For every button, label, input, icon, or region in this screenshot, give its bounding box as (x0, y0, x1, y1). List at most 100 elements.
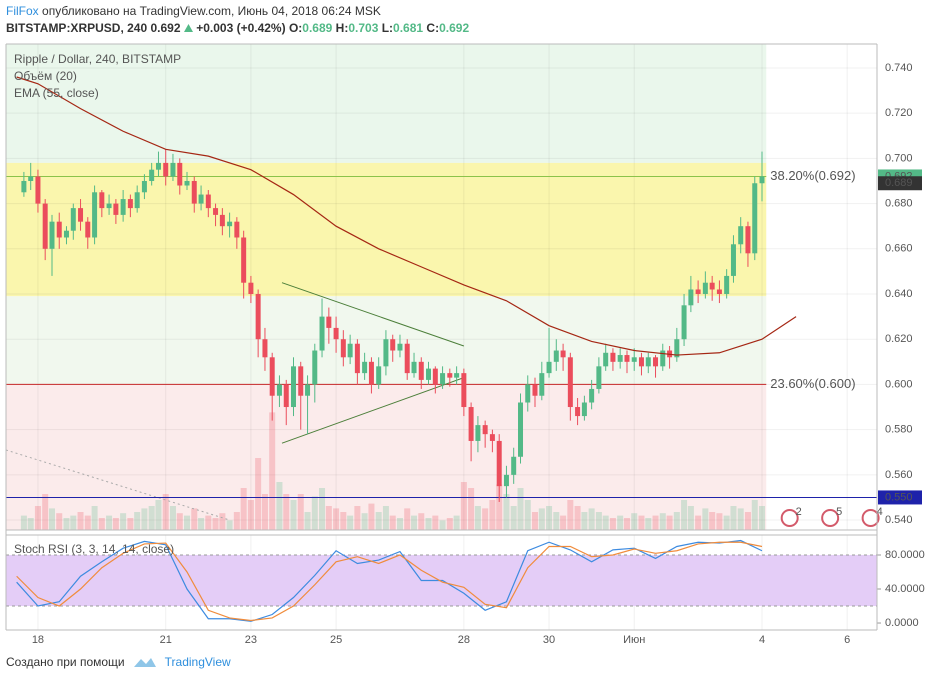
candle-body (177, 162, 183, 186)
volume-bar (112, 518, 119, 530)
candle-body (347, 343, 353, 358)
volume-bar (127, 518, 134, 530)
footer-brand[interactable]: TradingView (164, 655, 231, 669)
candle-body (702, 282, 708, 295)
volume-bar (538, 508, 545, 530)
candle-body (56, 221, 62, 238)
volume-bar (468, 488, 475, 530)
candle-body (219, 214, 225, 227)
volume-bar (219, 513, 226, 530)
volume-bar (659, 513, 666, 530)
fib-label: 23.60%(0.600) (770, 376, 855, 391)
y-tick-label: 0.720 (885, 107, 913, 119)
candle-body (660, 350, 666, 367)
candle-body (383, 339, 389, 367)
candle-body (447, 373, 453, 378)
volume-bar (290, 500, 297, 530)
candle-body (411, 361, 417, 374)
volume-bar (340, 512, 347, 530)
y-tick-label: 0.660 (885, 243, 913, 255)
trendline (5, 449, 230, 521)
candle-body (35, 176, 41, 204)
candle-body (440, 373, 446, 385)
trendline (281, 377, 465, 444)
trendline (281, 282, 465, 347)
candle-body (298, 366, 304, 396)
volume-bar (27, 518, 34, 530)
candle-body (205, 194, 211, 209)
volume-bar (91, 506, 98, 530)
candle-body (149, 169, 155, 181)
candle-body (432, 368, 438, 385)
volume-bar (120, 513, 127, 530)
candle-body (418, 361, 424, 380)
y-tick-label: 0.740 (885, 62, 913, 74)
candle-body (390, 339, 396, 351)
volume-bar (645, 518, 652, 530)
volume-bar (325, 506, 332, 530)
candle-body (234, 221, 240, 238)
y-tick-label: 0.640 (885, 288, 913, 300)
volume-bar (261, 494, 268, 530)
volume-bar (148, 506, 155, 530)
x-tick-label: 28 (458, 634, 470, 646)
volume-bar (20, 515, 27, 530)
candle-body (653, 357, 659, 367)
volume-bar (368, 503, 375, 530)
candle-body (255, 294, 261, 340)
volume-bar (716, 513, 723, 530)
volume-bar (70, 515, 77, 530)
rsi-tick-label: 40.0000 (885, 583, 925, 595)
volume-bar (623, 518, 630, 530)
volume-bar (482, 508, 489, 530)
candle-body (290, 366, 296, 408)
candle-body (141, 180, 147, 193)
candle-body (752, 183, 758, 254)
up-arrow (183, 24, 193, 33)
volume-bar (276, 482, 283, 530)
volume-bar (269, 412, 276, 530)
event-count: 5 (836, 506, 842, 518)
candle-body (354, 343, 360, 374)
volume-bar (751, 500, 758, 530)
volume-bar (588, 508, 595, 530)
candle-body (461, 373, 467, 408)
volume-bar (106, 515, 113, 530)
symbol-line: BITSTAMP:XRPUSD, 240 0.692 +0.003 (+0.42… (6, 21, 469, 35)
x-tick-label: 30 (543, 634, 555, 646)
candle-body (603, 352, 609, 367)
zone (6, 384, 767, 530)
volume-bar (34, 506, 41, 530)
author[interactable]: FilFox (6, 4, 39, 18)
volume-bar (176, 513, 183, 530)
volume-bar (474, 506, 481, 530)
volume-bar (673, 512, 680, 530)
volume-bar (212, 518, 219, 530)
l-label: L: (381, 21, 394, 35)
volume-bar (687, 506, 694, 530)
volume-bar (510, 506, 517, 530)
volume-bar (184, 515, 191, 530)
volume-bar (560, 515, 567, 530)
candle-body (113, 203, 119, 215)
volume-bar (524, 500, 531, 530)
candle-body (42, 203, 48, 249)
candle-body (241, 237, 247, 283)
price: 0.692 (150, 21, 181, 35)
candle-body (28, 176, 34, 181)
candle-body (397, 343, 403, 351)
footer: Создано при помощи TradingView (6, 655, 231, 669)
volume-bar (666, 515, 673, 530)
rsi-line (16, 541, 763, 622)
candle-body (127, 199, 133, 209)
candle-body (120, 199, 126, 215)
candle-body (674, 339, 680, 358)
y-tick-label: 0.620 (885, 333, 913, 345)
volume-bar (453, 515, 460, 530)
fib-label: 38.20%(0.692) (770, 168, 855, 183)
volume-bar (574, 506, 581, 530)
volume-bar (411, 515, 418, 530)
x-tick-label: Июн (623, 634, 645, 646)
candle-body (738, 226, 744, 245)
